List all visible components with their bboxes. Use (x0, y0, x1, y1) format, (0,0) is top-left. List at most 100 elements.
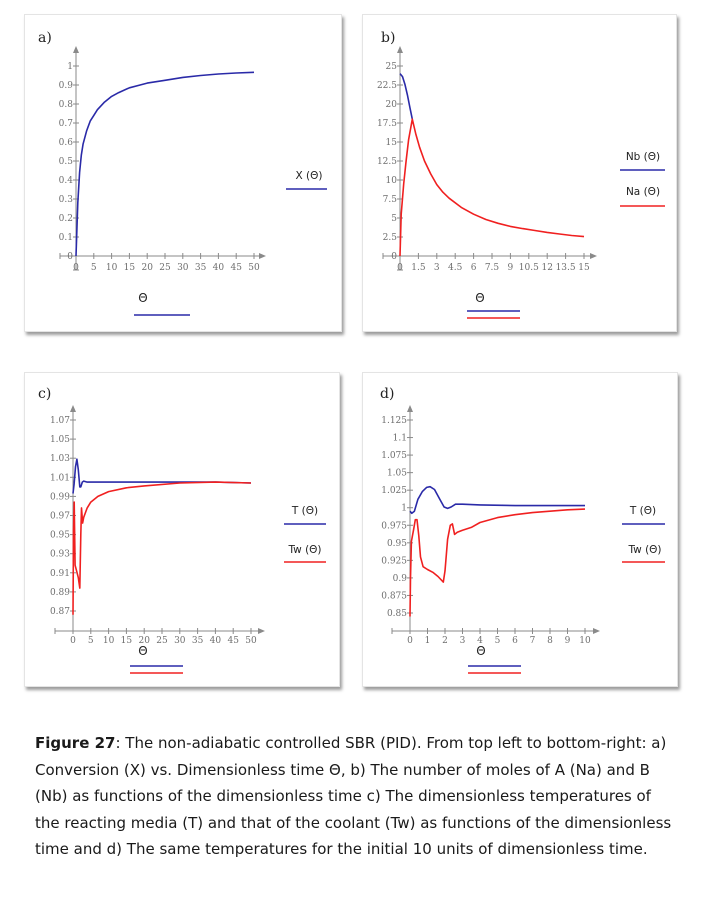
y-axis-arrow-icon (407, 405, 413, 412)
x-axis-label: Θ (476, 644, 485, 658)
series-line-x (75, 71, 255, 257)
legend-entry-label: Na (Θ) (626, 186, 660, 198)
y-tick-label: 0.9 (59, 81, 74, 91)
x-tick-label: 9 (508, 263, 514, 273)
series-line-tw (409, 508, 586, 617)
x-tick-label: 12 (541, 263, 552, 273)
y-tick-label: 2.5 (383, 233, 398, 243)
x-tick-label: 0 (397, 263, 403, 273)
x-tick-label: 0 (407, 636, 413, 646)
x-tick-label: 6 (471, 263, 477, 273)
x-tick-label: 3 (434, 263, 440, 273)
x-tick-label: 40 (210, 636, 222, 646)
x-tick-label: 20 (141, 263, 153, 273)
y-tick-label: 0.6 (59, 138, 74, 148)
x-tick-label: 1.5 (411, 263, 426, 273)
y-tick-label: 0.3 (59, 195, 74, 205)
x-tick-label: 5 (495, 636, 501, 646)
y-tick-label: 1.05 (387, 469, 407, 479)
y-tick-label: 1.05 (50, 435, 70, 445)
x-axis-label: Θ (475, 291, 484, 305)
y-axis-arrow-icon (73, 46, 79, 53)
y-tick-label: 1.03 (50, 454, 70, 464)
legend-entry-label: X (Θ) (296, 170, 323, 182)
x-tick-label: 9 (565, 636, 571, 646)
y-tick-label: 10 (386, 176, 398, 186)
y-tick-label: 5 (391, 214, 397, 224)
y-tick-label: 0.7 (59, 119, 74, 129)
y-tick-label: 0.4 (59, 176, 74, 186)
x-tick-label: 10.5 (519, 263, 539, 273)
y-tick-label: 1 (67, 62, 73, 72)
y-tick-label: 0.99 (50, 492, 70, 502)
legend-entry-label: T (Θ) (629, 505, 656, 517)
figure-caption: Figure 27: The non-adiabatic controlled … (35, 730, 675, 863)
y-axis-arrow-icon (397, 46, 403, 53)
y-tick-label: 17.5 (377, 119, 397, 129)
y-tick-label: 0.1 (59, 233, 73, 243)
x-tick-label: 25 (159, 263, 171, 273)
x-tick-label: 4.5 (448, 263, 463, 273)
y-tick-label: 12.5 (377, 157, 397, 167)
legend-entry-label: T (Θ) (291, 505, 318, 517)
x-tick-label: 45 (230, 263, 242, 273)
x-tick-label: 35 (192, 636, 204, 646)
chart-c: c) 0.87 0.89 0.91 0.93 0.95 0.97 0.99 1.01 1.03 1.… (38, 386, 326, 674)
panel-label: c) (38, 386, 51, 402)
x-tick-label: 13.5 (556, 263, 576, 273)
x-axis-label: Θ (138, 644, 147, 658)
y-tick-label: 0.95 (387, 539, 407, 549)
x-tick-label: 30 (177, 263, 189, 273)
y-tick-label: 1.1 (393, 434, 407, 444)
y-tick-label: 1.025 (381, 486, 407, 496)
x-tick-label: 15 (124, 263, 136, 273)
y-tick-label: 22.5 (377, 81, 397, 91)
x-tick-label: 6 (512, 636, 518, 646)
y-tick-label: 0.89 (50, 588, 70, 598)
legend-entry-label: Tw (Θ) (627, 544, 661, 556)
x-tick-label: 45 (227, 636, 239, 646)
x-tick-label: 7.5 (485, 263, 500, 273)
x-tick-label: 2 (442, 636, 448, 646)
y-tick-label: 7.5 (383, 195, 398, 205)
panel-label: b) (381, 30, 395, 46)
y-tick-label: 1.125 (381, 416, 407, 426)
y-tick-label: 0.95 (50, 531, 70, 541)
y-tick-label: 0.975 (381, 521, 407, 531)
x-tick-label: 7 (530, 636, 536, 646)
x-axis-arrow-icon (593, 628, 600, 634)
charts-canvas: a)00.10.20.30.40.50.60.70.80.910 5 10 15 20 2… (38, 30, 665, 674)
series-line-na (399, 118, 585, 257)
y-tick-label: 0.87 (50, 607, 70, 617)
x-tick-label: 15 (578, 263, 590, 273)
y-tick-label: 0.93 (50, 550, 70, 560)
x-tick-label: 10 (579, 636, 591, 646)
y-tick-label: 0.925 (381, 556, 407, 566)
y-tick-label: 0.9 (393, 574, 408, 584)
panel-a (24, 14, 342, 332)
x-tick-label: 3 (460, 636, 466, 646)
y-tick-label: 1.07 (50, 416, 70, 426)
y-tick-label: 1.075 (381, 451, 407, 461)
x-axis-arrow-icon (590, 253, 597, 259)
y-tick-label: 0.8 (59, 100, 74, 110)
x-axis-label: Θ (138, 291, 147, 305)
y-tick-label: 1.01 (50, 473, 70, 483)
y-tick-label: 20 (386, 100, 398, 110)
panel-label: d) (380, 386, 394, 402)
x-tick-label: 0 (70, 636, 76, 646)
y-tick-label: 1 (401, 504, 407, 514)
x-tick-label: 20 (138, 636, 150, 646)
chart-d: d) 0.85 0.875 0.9 0.925 0.95 0.975 1 1.025 1.05 1.… (380, 386, 665, 674)
panel-c (24, 372, 340, 687)
figure-label: Figure 27 (35, 734, 116, 752)
x-tick-label: 25 (156, 636, 168, 646)
caption-text: : The non-adiabatic controlled SBR (PID)… (35, 734, 672, 858)
y-tick-label: 25 (386, 62, 398, 72)
legend-entry-label: Tw (Θ) (287, 544, 321, 556)
x-tick-label: 15 (121, 636, 133, 646)
x-axis-arrow-icon (258, 628, 265, 634)
x-tick-label: 50 (248, 263, 260, 273)
panel-b (362, 14, 677, 332)
